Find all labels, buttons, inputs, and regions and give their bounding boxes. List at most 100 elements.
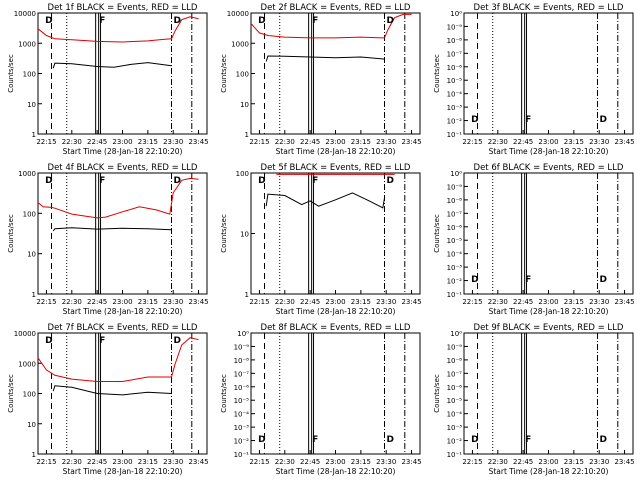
x-tick-label: 23:00	[325, 458, 345, 466]
y-tick-label: 100	[23, 210, 36, 218]
y-tick-label: 10000	[227, 10, 249, 18]
y-tick-label: 10000	[14, 10, 36, 18]
x-tick-label: 22:45	[87, 298, 107, 306]
y-tick-label: 10⁻³	[447, 424, 463, 432]
y-tick-label: 10⁻⁴	[234, 411, 250, 419]
y-tick-label: 10⁻²	[447, 118, 463, 126]
x-tick-label: 23:45	[188, 138, 208, 146]
x-tick-label: 23:30	[376, 298, 396, 306]
x-tick-label: 22:15	[36, 138, 56, 146]
marker-label-d: D	[45, 16, 52, 26]
x-tick-label: 22:45	[300, 458, 320, 466]
plot-frame	[37, 332, 208, 455]
marker-label-d: D	[471, 435, 478, 445]
x-tick-label: 22:15	[36, 298, 56, 306]
y-axis-label: Counts/sec	[7, 54, 15, 93]
y-tick-label: 10⁻⁴	[447, 411, 463, 419]
x-tick-label: 23:30	[163, 458, 183, 466]
y-axis-label: Counts/sec	[220, 214, 228, 253]
x-axis-label: Start Time (28-Jan-18 22:10:20)	[63, 147, 183, 156]
x-tick-label: 22:30	[62, 298, 82, 306]
y-tick-label: 1000	[18, 360, 36, 368]
series-lld-line	[250, 13, 412, 39]
panel-title: Det 2f BLACK = Events, RED = LLD	[261, 3, 411, 13]
x-tick-label: 23:45	[188, 298, 208, 306]
y-tick-label: 10⁻⁷	[447, 210, 463, 218]
marker-label-f: F	[525, 435, 531, 445]
x-tick-label: 23:30	[376, 138, 396, 146]
x-tick-label: 22:30	[275, 458, 295, 466]
x-tick-label: 23:30	[589, 138, 609, 146]
x-tick-label: 23:15	[564, 458, 584, 466]
y-tick-label: 10⁻⁹	[234, 343, 250, 351]
x-tick-label: 22:15	[462, 458, 482, 466]
marker-label-f: F	[312, 176, 318, 186]
plot-frame	[463, 332, 634, 455]
x-axis-label: Start Time (28-Jan-18 22:10:20)	[276, 147, 396, 156]
y-tick-label: 10⁻⁹	[447, 343, 463, 351]
x-tick-label: 23:15	[351, 458, 371, 466]
marker-label-f: F	[525, 115, 531, 125]
y-tick-label: 1000	[18, 40, 36, 48]
series-events-line	[52, 227, 172, 232]
y-tick-label: 10	[240, 101, 249, 109]
x-tick-label: 23:45	[401, 298, 421, 306]
panel-det-4f: Det 4f BLACK = Events, RED = LLD 1 10 100 10…	[7, 163, 209, 316]
marker-label-d: D	[471, 275, 478, 285]
x-tick-label: 22:45	[513, 138, 533, 146]
plot-frame	[463, 12, 634, 135]
x-tick-label: 23:15	[351, 138, 371, 146]
marker-label-d: D	[174, 16, 181, 26]
marker-label-d: D	[600, 115, 607, 125]
x-tick-label: 22:30	[488, 458, 508, 466]
y-axis-label: Counts/sec	[433, 54, 441, 93]
x-tick-label: 23:00	[112, 458, 132, 466]
marker-label-d: D	[174, 336, 181, 346]
series-lld-line	[37, 337, 199, 382]
series-events-line	[52, 62, 172, 69]
marker-label-d: D	[258, 176, 265, 186]
y-tick-label: 10⁰	[450, 330, 462, 338]
y-tick-label: 10⁻⁵	[447, 237, 463, 245]
y-tick-label: 10⁻⁸	[447, 37, 463, 45]
y-tick-label: 100	[23, 391, 36, 399]
plot-frame	[250, 172, 421, 295]
y-tick-label: 100	[236, 170, 249, 178]
y-tick-label: 1000	[18, 170, 36, 178]
y-tick-label: 100	[236, 71, 249, 79]
marker-label-d: D	[600, 435, 607, 445]
y-tick-label: 10	[27, 421, 36, 429]
panel-title: Det 3f BLACK = Events, RED = LLD	[474, 3, 624, 13]
x-tick-label: 23:30	[376, 458, 396, 466]
x-axis-label: Start Time (28-Jan-18 22:10:20)	[276, 467, 396, 476]
x-tick-label: 23:45	[188, 458, 208, 466]
x-tick-label: 22:30	[488, 138, 508, 146]
panel-title: Det 9f BLACK = Events, RED = LLD	[474, 323, 624, 333]
x-tick-label: 23:00	[538, 138, 558, 146]
y-tick-label: 10⁻⁵	[447, 77, 463, 85]
y-tick-label: 10⁻⁸	[447, 357, 463, 365]
y-axis-label: Counts/sec	[433, 374, 441, 413]
y-tick-label: 10⁻⁸	[447, 197, 463, 205]
panel-det-5f: Det 5f BLACK = Events, RED = LLD 1 10 100 22…	[220, 163, 422, 316]
y-tick-label: 10⁰	[450, 170, 462, 178]
panel-title: Det 8f BLACK = Events, RED = LLD	[261, 323, 411, 333]
marker-label-d: D	[387, 435, 394, 445]
x-tick-label: 22:15	[249, 298, 269, 306]
series-events-line	[265, 192, 385, 209]
y-axis-label: Counts/sec	[220, 374, 228, 413]
plot-frame	[250, 12, 421, 135]
plot-frame	[37, 12, 208, 135]
y-tick-label: 10⁻⁷	[447, 50, 463, 58]
x-tick-label: 23:45	[614, 138, 634, 146]
y-tick-label: 1	[32, 291, 36, 299]
y-tick-label: 10⁻¹	[234, 451, 250, 459]
x-tick-label: 23:00	[538, 458, 558, 466]
x-tick-label: 23:00	[325, 138, 345, 146]
y-tick-label: 10000	[14, 330, 36, 338]
x-tick-label: 22:15	[249, 138, 269, 146]
x-tick-label: 23:00	[112, 138, 132, 146]
x-tick-label: 23:15	[138, 458, 158, 466]
panel-det-8f: Det 8f BLACK = Events, RED = LLD 10⁻¹ 10⁻²…	[220, 323, 422, 476]
